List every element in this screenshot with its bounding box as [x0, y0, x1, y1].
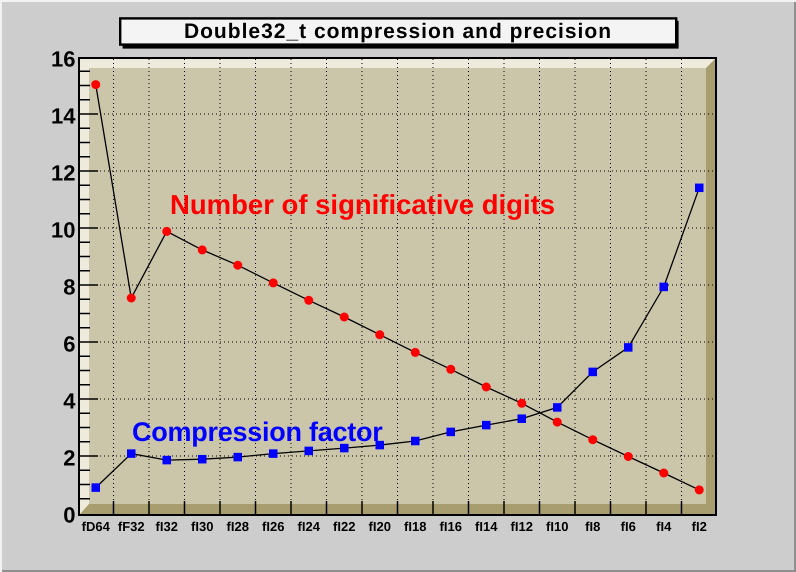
svg-text:Double32_t compression and pre: Double32_t compression and precision [184, 20, 612, 43]
svg-text:fI12: fI12 [511, 519, 533, 534]
svg-text:fI4: fI4 [656, 519, 672, 534]
svg-text:Number of significative digits: Number of significative digits [170, 189, 555, 220]
svg-text:fI10: fI10 [546, 519, 568, 534]
svg-text:fI24: fI24 [298, 519, 321, 534]
svg-text:fI30: fI30 [191, 519, 213, 534]
svg-text:fI32: fI32 [156, 519, 178, 534]
svg-text:10: 10 [51, 218, 75, 243]
svg-text:2: 2 [63, 446, 75, 471]
svg-text:fF32: fF32 [118, 519, 145, 534]
svg-text:Compression factor: Compression factor [132, 417, 383, 447]
svg-text:4: 4 [63, 389, 76, 414]
svg-text:0: 0 [63, 503, 75, 528]
svg-text:fI20: fI20 [369, 519, 391, 534]
svg-text:fD64: fD64 [82, 519, 111, 534]
svg-text:16: 16 [51, 47, 75, 72]
svg-text:fI6: fI6 [621, 519, 636, 534]
svg-text:fI2: fI2 [692, 519, 707, 534]
svg-text:fI26: fI26 [262, 519, 284, 534]
svg-text:fI18: fI18 [404, 519, 426, 534]
svg-text:14: 14 [51, 104, 76, 129]
svg-text:fI16: fI16 [440, 519, 462, 534]
svg-text:12: 12 [51, 161, 75, 186]
svg-text:6: 6 [63, 332, 75, 357]
svg-text:fI8: fI8 [585, 519, 600, 534]
svg-text:8: 8 [63, 275, 75, 300]
svg-text:fI14: fI14 [475, 519, 498, 534]
svg-text:fI22: fI22 [333, 519, 355, 534]
svg-text:fI28: fI28 [227, 519, 249, 534]
